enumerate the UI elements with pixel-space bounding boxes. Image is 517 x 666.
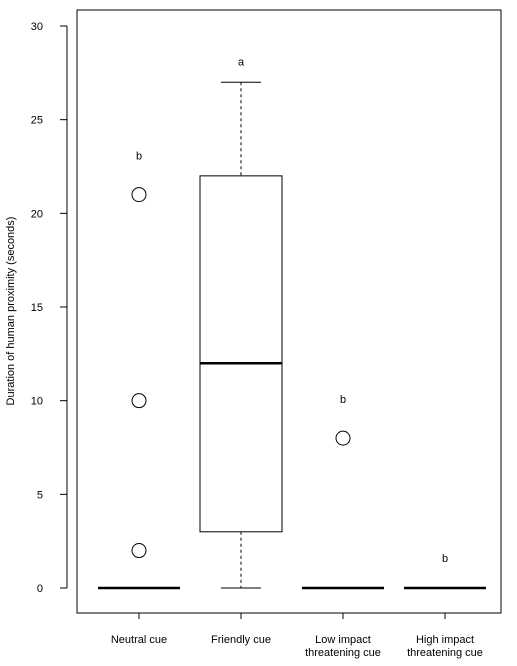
box-group: b <box>302 394 384 590</box>
y-tick-label: 10 <box>31 396 43 408</box>
y-tick-label: 0 <box>37 583 43 595</box>
y-axis: 0 5 10 15 20 25 30 <box>31 21 68 595</box>
group-letter: b <box>340 394 346 406</box>
x-tick-label: Friendly cue <box>211 634 271 646</box>
outlier-point <box>131 543 147 559</box>
box-group: b <box>98 150 180 590</box>
y-axis-title: Duration of human proximity (seconds) <box>5 217 17 406</box>
group-letter: a <box>238 57 245 69</box>
group-letter: b <box>442 553 448 565</box>
outlier-point <box>131 393 147 409</box>
x-axis: Neutral cue Friendly cue Low impactthreate… <box>111 612 483 659</box>
y-tick-label: 5 <box>37 489 43 501</box>
outlier-point <box>335 430 351 446</box>
x-tick-label: Low impact <box>315 634 371 646</box>
x-tick-label: Neutral cue <box>111 634 167 646</box>
y-tick-label: 30 <box>31 21 43 33</box>
x-tick-label: High impact <box>416 634 474 646</box>
y-tick-label: 25 <box>31 115 43 127</box>
y-tick-label: 20 <box>31 208 43 220</box>
x-tick-label: threatening cue <box>407 647 483 659</box>
group-letter: b <box>136 150 142 162</box>
box-rect <box>199 175 283 533</box>
box-group: b <box>404 553 486 590</box>
box-group: a <box>199 57 283 589</box>
plot-frame <box>76 9 502 614</box>
outlier-point <box>131 187 147 203</box>
x-tick-label: threatening cue <box>305 647 381 659</box>
boxes: b a b b <box>98 57 486 590</box>
y-tick-label: 15 <box>31 302 43 314</box>
